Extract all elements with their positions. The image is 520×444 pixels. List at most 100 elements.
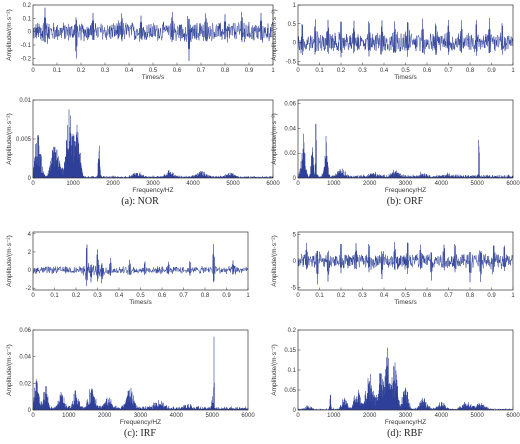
x-tick-label: 1000 (66, 181, 80, 187)
caption-d: (d): RBF (387, 428, 423, 439)
y-tick-label: 0.5 (288, 22, 297, 28)
x-tick-label: 2000 (363, 413, 377, 419)
x-tick-label: 0.7 (444, 68, 453, 74)
y-tick-label: 0.06 (19, 328, 31, 334)
x-tick-label: 0 (296, 68, 300, 74)
x-tick-label: 0.8 (466, 293, 475, 299)
x-tick-label: 0.3 (101, 68, 110, 74)
x-axis-label: Frequency/HZ (385, 187, 426, 194)
y-tick-label: 0.04 (284, 126, 296, 132)
x-tick-label: 0 (31, 413, 35, 419)
x-tick-label: 0.7 (444, 293, 453, 299)
x-tick-label: 0.5 (401, 68, 410, 74)
x-tick-label: 0.8 (201, 293, 210, 299)
x-tick-label: 0.1 (53, 68, 62, 74)
y-tick-label: 0.1 (23, 16, 32, 22)
x-tick-label: 0.7 (179, 293, 188, 299)
x-tick-label: 0.2 (337, 293, 346, 299)
x-tick-label: 0.1 (315, 68, 324, 74)
x-tick-label: 0.5 (149, 68, 158, 74)
y-axis-label: Amplitude/(m·s⁻²) (271, 9, 278, 60)
signal-trace (33, 109, 273, 178)
x-tick-label: 0.5 (136, 293, 145, 299)
y-tick-label: -0.5 (286, 59, 297, 65)
x-tick-label: 0.8 (221, 68, 230, 74)
x-tick-label: 0.4 (380, 68, 389, 74)
x-tick-label: 1 (511, 293, 515, 299)
y-tick-label: 0 (293, 176, 297, 182)
y-tick-label: 0 (293, 41, 297, 47)
signal-trace (33, 7, 273, 62)
x-tick-label: 3000 (146, 181, 160, 187)
panel-d-time: 0 0.1 0.2 0.3 0.4 0.5 0.6 0.7 0.8 0.9 1 -5 0 5 Times/s… (271, 231, 515, 306)
x-tick-label: 6000 (506, 413, 520, 419)
x-tick-label: 0 (296, 181, 300, 187)
x-tick-label: 5000 (470, 413, 484, 419)
x-tick-label: 0.6 (423, 293, 432, 299)
x-tick-label: 0.4 (380, 293, 389, 299)
x-tick-label: 1 (511, 68, 515, 74)
y-tick-label: 0.005 (16, 137, 32, 143)
y-tick-label: 1 (293, 3, 297, 9)
panel-b-freq: 0 1000 2000 3000 4000 5000 6000 0 0.02 0.04 0.06 Fr… (271, 99, 520, 194)
y-axis-label: Amplitude/(m·s⁻²) (271, 113, 278, 164)
x-axis-label: Frequency/HZ (132, 187, 173, 194)
y-tick-label: 0 (28, 268, 32, 274)
y-axis-label: Amplitude/(m·s⁻²) (6, 9, 13, 60)
x-tick-label: 0.3 (358, 68, 367, 74)
panel-d-freq: 0 1000 2000 3000 4000 5000 6000 0 0.05 0.1 0.15 0.2… (271, 328, 520, 426)
signal-trace (298, 347, 513, 410)
x-tick-label: 0.4 (115, 293, 124, 299)
x-tick-label: 1000 (327, 181, 341, 187)
x-tick-label: 4000 (186, 181, 200, 187)
y-tick-label: 0.2 (23, 3, 32, 9)
x-tick-label: 0.9 (245, 68, 254, 74)
signal-trace (33, 336, 248, 410)
x-tick-label: 0 (31, 68, 35, 74)
y-tick-label: 5 (293, 233, 297, 239)
x-tick-label: 0.3 (358, 293, 367, 299)
x-tick-label: 3000 (399, 181, 413, 187)
y-tick-label: 0.04 (19, 355, 31, 361)
x-tick-label: 6000 (506, 181, 520, 187)
caption-b: (b): ORF (387, 196, 424, 207)
x-tick-label: 0.2 (72, 293, 81, 299)
x-tick-label: 1 (246, 293, 250, 299)
x-tick-label: 3000 (399, 413, 413, 419)
x-tick-label: 5000 (470, 181, 484, 187)
x-tick-label: 0.6 (173, 68, 182, 74)
x-axis-label: Times/s (394, 74, 417, 81)
y-tick-label: 0 (28, 176, 32, 182)
x-tick-label: 6000 (266, 181, 280, 187)
y-tick-label: 0.02 (19, 381, 31, 387)
x-tick-label: 0.2 (77, 68, 86, 74)
x-tick-label: 4000 (435, 181, 449, 187)
x-tick-label: 4000 (170, 413, 184, 419)
x-tick-label: 1000 (327, 413, 341, 419)
x-tick-label: 0.6 (158, 293, 167, 299)
x-tick-label: 0.4 (125, 68, 134, 74)
x-tick-label: 5000 (205, 413, 219, 419)
x-tick-label: 1000 (62, 413, 76, 419)
x-axis-label: Frequency/HZ (385, 419, 426, 426)
x-tick-label: 0.1 (315, 293, 324, 299)
y-axis-label: Amplitude/(m·s⁻²) (271, 344, 278, 395)
panel-b-time: 0 0.1 0.2 0.3 0.4 0.5 0.6 0.7 0.8 0.9 1 -0.5 0 0.5 1 Ti… (271, 3, 515, 81)
x-tick-label: 0.6 (423, 68, 432, 74)
panel-a-freq: 0 1000 2000 3000 4000 5000 6000 0 0.005 0.01 Frequ… (6, 98, 280, 194)
x-tick-label: 0.1 (50, 293, 59, 299)
caption-a: (a): NOR (121, 196, 159, 207)
x-tick-label: 0.2 (337, 68, 346, 74)
panel-c-freq: 0 1000 2000 3000 4000 5000 6000 0 0.02 0.04 0.06 Fr… (6, 328, 255, 426)
y-tick-label: 0.1 (288, 368, 297, 374)
y-tick-label: 0.06 (284, 102, 296, 108)
axes-frame (32, 329, 249, 411)
x-axis-label: Times/s (129, 299, 152, 306)
x-tick-label: 2000 (363, 181, 377, 187)
y-tick-label: 0 (293, 408, 297, 414)
x-axis-label: Times/s (394, 299, 417, 306)
y-axis-label: Amplitude/(m·s⁻²) (6, 235, 13, 286)
y-tick-label: 0.2 (288, 328, 297, 334)
x-tick-label: 5000 (226, 181, 240, 187)
